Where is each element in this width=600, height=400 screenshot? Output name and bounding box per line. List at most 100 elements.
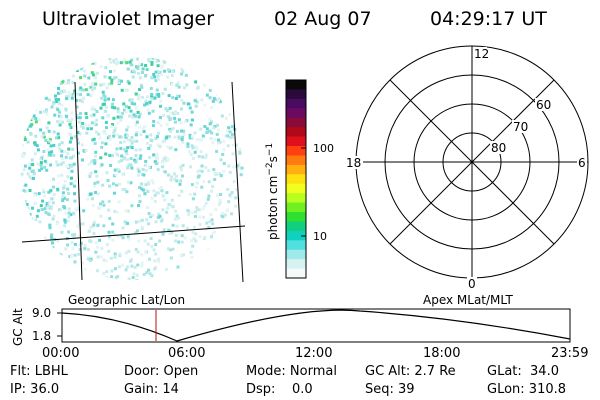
speckle bbox=[172, 177, 176, 181]
speckle bbox=[111, 154, 114, 157]
speckle bbox=[34, 218, 38, 222]
speckle bbox=[52, 154, 56, 157]
speckle bbox=[221, 211, 224, 215]
speckle bbox=[103, 132, 107, 136]
speckle bbox=[135, 139, 139, 143]
dsp-value: Dsp: 0.0 bbox=[246, 382, 313, 397]
speckle bbox=[205, 127, 209, 131]
speckle bbox=[47, 59, 51, 63]
speckle bbox=[227, 164, 231, 168]
speckle bbox=[181, 140, 185, 144]
speckle bbox=[43, 240, 47, 244]
speckle bbox=[40, 208, 44, 212]
speckle bbox=[29, 124, 33, 128]
speckle bbox=[104, 121, 108, 124]
speckle bbox=[155, 152, 159, 156]
speckle bbox=[219, 193, 223, 196]
speckle bbox=[104, 105, 108, 109]
speckle bbox=[202, 57, 205, 60]
speckle bbox=[210, 235, 213, 239]
speckle bbox=[218, 172, 222, 176]
speckle bbox=[161, 194, 165, 198]
speckle bbox=[153, 200, 157, 203]
speckle bbox=[200, 98, 204, 102]
speckle bbox=[22, 136, 26, 140]
ytick-label-9: 9.0 bbox=[32, 306, 51, 320]
speckle bbox=[116, 110, 120, 114]
speckle bbox=[73, 233, 77, 237]
speckle bbox=[23, 164, 27, 168]
speckle bbox=[30, 262, 33, 266]
speckle bbox=[146, 190, 150, 193]
speckle bbox=[197, 174, 201, 178]
speckle bbox=[33, 143, 37, 147]
speckle bbox=[109, 60, 113, 64]
speckle bbox=[36, 162, 40, 166]
speckle bbox=[193, 131, 197, 135]
speckle bbox=[121, 263, 125, 267]
speckle bbox=[51, 277, 55, 280]
speckle bbox=[121, 236, 125, 240]
speckle bbox=[161, 140, 165, 144]
speckle bbox=[201, 207, 205, 211]
speckle bbox=[151, 124, 155, 128]
speckle bbox=[121, 187, 125, 191]
speckle bbox=[135, 131, 139, 135]
speckle bbox=[167, 94, 171, 97]
speckle bbox=[21, 242, 25, 246]
speckle bbox=[63, 150, 67, 154]
speckle bbox=[92, 277, 96, 280]
speckle bbox=[93, 161, 97, 165]
speckle bbox=[124, 135, 128, 139]
ytick-label-1.8: 1.8 bbox=[32, 329, 51, 343]
label-bg bbox=[473, 47, 487, 60]
speckle bbox=[93, 181, 97, 185]
speckle bbox=[61, 261, 65, 265]
speckle bbox=[22, 128, 26, 132]
speckle bbox=[152, 119, 156, 123]
speckle bbox=[23, 60, 27, 64]
speckle bbox=[216, 246, 220, 249]
speckle bbox=[198, 138, 202, 142]
speckle bbox=[215, 132, 219, 136]
speckle bbox=[63, 224, 67, 228]
speckle bbox=[60, 141, 64, 145]
speckle bbox=[79, 67, 83, 71]
speckle bbox=[227, 240, 231, 244]
speckle bbox=[70, 111, 74, 115]
speckle bbox=[33, 251, 37, 255]
speckle bbox=[141, 67, 145, 71]
speckle bbox=[103, 95, 107, 99]
speckle bbox=[96, 245, 100, 249]
speckle bbox=[126, 125, 130, 129]
speckle bbox=[161, 92, 165, 95]
speckle bbox=[161, 232, 165, 236]
colorbar-cell bbox=[286, 249, 306, 260]
speckle bbox=[73, 192, 76, 196]
colorbar-cell bbox=[286, 146, 306, 157]
speckle bbox=[235, 93, 239, 96]
speckle bbox=[207, 82, 211, 86]
speckle bbox=[197, 269, 201, 273]
speckle bbox=[23, 229, 27, 233]
speckle bbox=[61, 199, 65, 203]
speckle bbox=[42, 131, 46, 135]
speckle bbox=[59, 115, 63, 119]
speckle bbox=[186, 269, 190, 273]
speckle bbox=[39, 157, 43, 161]
speckle bbox=[138, 200, 142, 204]
speckle bbox=[24, 216, 28, 220]
speckle bbox=[202, 215, 206, 219]
speckle bbox=[76, 141, 80, 145]
speckle bbox=[113, 129, 117, 133]
speckle bbox=[217, 141, 220, 145]
speckle bbox=[100, 96, 104, 100]
speckle bbox=[181, 135, 184, 139]
colorbar-tick-label-10: 10 bbox=[313, 230, 327, 243]
speckle bbox=[59, 162, 63, 166]
colorbar-cell bbox=[286, 155, 306, 166]
speckle bbox=[136, 97, 140, 101]
speckle bbox=[49, 189, 53, 193]
speckle bbox=[165, 109, 169, 113]
speckle bbox=[86, 93, 90, 97]
